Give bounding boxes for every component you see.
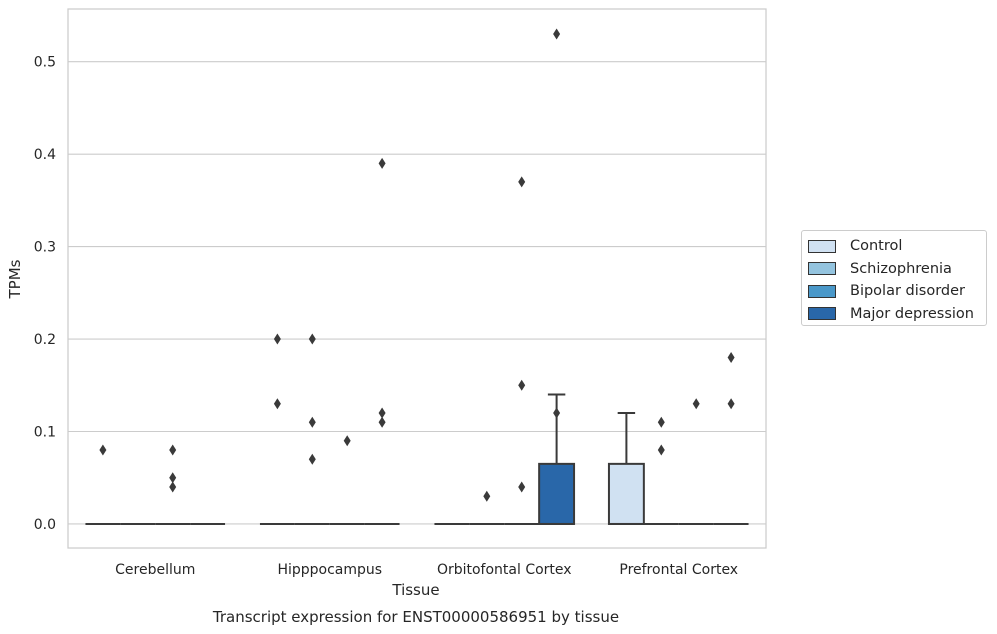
y-tick-label: 0.4 — [34, 147, 56, 163]
legend-label: Schizophrenia — [850, 260, 952, 277]
chart-title: Transcript expression for ENST0000058695… — [212, 608, 619, 626]
outlier-point — [169, 481, 177, 493]
legend-item: Control — [808, 235, 986, 258]
outlier-point — [308, 453, 316, 465]
legend-swatch — [808, 239, 836, 253]
box-major-depression — [364, 157, 400, 525]
legend: Control Schizophrenia Bipolar disorder Majo… — [801, 230, 987, 326]
outlier-point — [518, 379, 526, 391]
outlier-point — [553, 28, 561, 40]
box-body — [607, 462, 645, 525]
outlier-point — [378, 407, 386, 419]
box-bipolar-disorder — [504, 176, 540, 525]
outlier-point — [99, 444, 107, 456]
legend-item: Bipolar disorder — [808, 280, 986, 303]
box-bipolar-disorder — [678, 398, 714, 525]
legend-item: Major depression — [808, 303, 986, 326]
legend-label: Control — [850, 238, 903, 255]
legend-item: Schizophrenia — [808, 258, 986, 281]
outlier-point — [692, 398, 700, 410]
legend-label: Major depression — [850, 305, 974, 322]
box-bipolar-disorder — [155, 444, 191, 525]
x-tick-label: Orbitofontal Cortex — [437, 562, 572, 578]
plot-area-frame — [67, 8, 767, 549]
y-tick-label: 0.5 — [34, 55, 56, 71]
legend-swatch — [808, 307, 836, 321]
outlier-point — [343, 435, 351, 447]
x-tick-labels: Cerebellum Hipppocampus Orbitofontal Corte… — [115, 562, 738, 578]
x-tick-label: Hipppocampus — [277, 562, 382, 578]
box-schizophrenia — [469, 490, 505, 525]
outlier-point — [378, 157, 386, 169]
box-major-depression — [538, 28, 576, 525]
legend-swatch — [808, 262, 836, 276]
outlier-point — [518, 176, 526, 188]
y-tick-label: 0.2 — [34, 332, 56, 348]
box-control — [85, 444, 121, 525]
box-control — [259, 333, 295, 525]
box-body — [538, 462, 576, 525]
y-tick-labels: 0.0 0.1 0.2 0.3 0.4 0.5 — [34, 55, 56, 533]
y-tick-label: 0.0 — [34, 517, 56, 533]
outlier-point — [657, 444, 665, 456]
outlier-point — [273, 398, 281, 410]
outlier-point — [553, 407, 561, 419]
outlier-point — [308, 416, 316, 428]
outlier-point — [169, 472, 177, 484]
box-schizophrenia — [643, 416, 679, 525]
box-series-layer — [85, 28, 749, 525]
x-tick-label: Prefrontal Cortex — [619, 562, 738, 578]
y-tick-label: 0.3 — [34, 240, 56, 256]
box-bipolar-disorder — [329, 435, 365, 525]
outlier-point — [727, 352, 735, 364]
outlier-point — [273, 333, 281, 345]
outlier-point — [169, 444, 177, 456]
outlier-point — [308, 333, 316, 345]
y-axis-label: TPMs — [6, 259, 24, 299]
x-axis-label: Tissue — [391, 581, 439, 599]
legend-swatch — [808, 284, 836, 298]
outlier-point — [518, 481, 526, 493]
outlier-point — [378, 416, 386, 428]
outlier-point — [483, 490, 491, 502]
legend-label: Bipolar disorder — [850, 283, 965, 300]
outlier-point — [657, 416, 665, 428]
x-tick-label: Cerebellum — [115, 562, 195, 578]
box-major-depression — [713, 352, 749, 525]
box-schizophrenia — [294, 333, 330, 525]
box-control — [607, 412, 645, 525]
outlier-point — [727, 398, 735, 410]
y-tick-label: 0.1 — [34, 425, 56, 441]
